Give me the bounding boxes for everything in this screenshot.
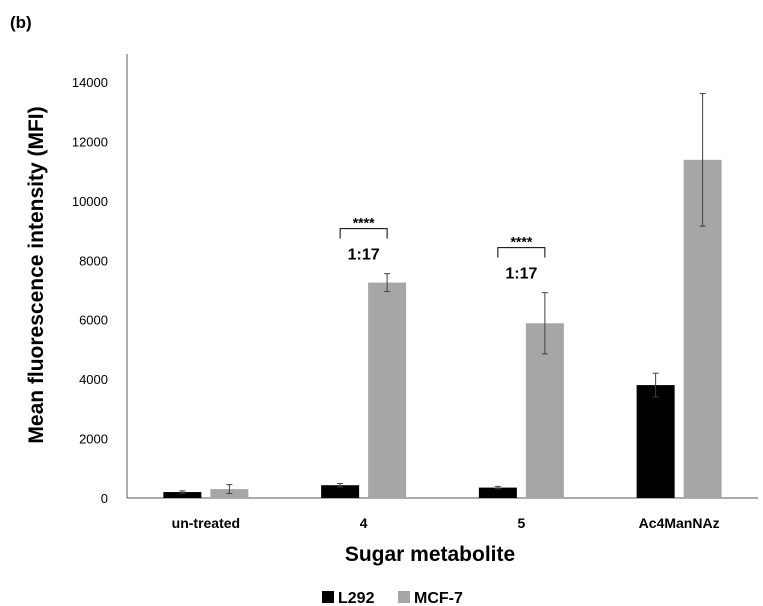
significance-bracket xyxy=(339,228,388,239)
bar-l292 xyxy=(478,487,517,498)
y-tick-label: 2000 xyxy=(79,432,108,447)
panel-label: (b) xyxy=(10,13,32,32)
x-tick-label: un-treated xyxy=(172,515,240,531)
x-tick-label: 4 xyxy=(360,515,368,531)
significance-stars: **** xyxy=(510,234,532,250)
legend-swatch-mcf7 xyxy=(398,591,410,603)
y-tick-label: 4000 xyxy=(79,372,108,387)
ratio-label: 1:17 xyxy=(348,247,380,264)
y-tick-label: 12000 xyxy=(72,134,108,149)
y-tick-label: 14000 xyxy=(72,75,108,90)
y-tick-label: 6000 xyxy=(79,313,108,328)
x-tick-labels: un-treated 4 5 Ac4ManNAz xyxy=(172,515,720,531)
bar-l292 xyxy=(163,492,202,498)
y-tick-label: 8000 xyxy=(79,253,108,268)
legend-swatch-l292 xyxy=(322,591,334,603)
x-tick-label: Ac4ManNAz xyxy=(639,515,720,531)
significance-bracket xyxy=(497,247,546,258)
y-tick-label: 0 xyxy=(101,491,108,506)
legend: L292 MCF-7 xyxy=(322,590,463,606)
legend-label: L292 xyxy=(338,590,375,606)
ratio-label: 1:17 xyxy=(505,266,537,283)
x-tick-label: 5 xyxy=(517,515,525,531)
bar-mcf7 xyxy=(368,282,407,498)
error-bars xyxy=(179,93,706,495)
x-axis-title: Sugar metabolite xyxy=(345,543,515,566)
y-axis-title: Mean fluorescence intensity (MFI) xyxy=(25,106,48,443)
y-tick-labels: 0 2000 4000 6000 8000 10000 12000 14000 xyxy=(72,75,108,506)
bar-l292 xyxy=(636,385,675,498)
bar-l292 xyxy=(321,485,360,498)
y-tick-label: 10000 xyxy=(72,194,108,209)
significance-stars: **** xyxy=(353,215,375,231)
legend-label: MCF-7 xyxy=(414,590,463,606)
bars xyxy=(163,159,722,498)
significance-annotations: **** 1:17 **** 1:17 xyxy=(339,215,546,283)
